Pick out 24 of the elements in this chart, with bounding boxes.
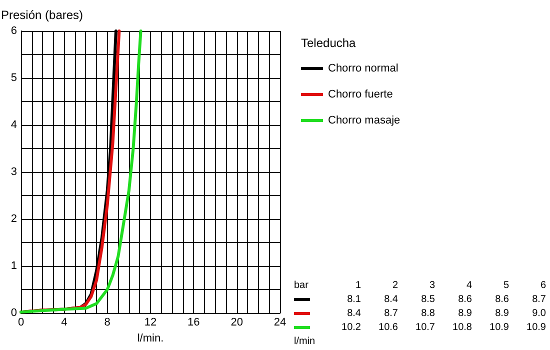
y-axis-title: Presión (bares)	[1, 8, 84, 22]
x-axis-title: l/min.	[137, 332, 164, 344]
y-tick-label: 1	[10, 260, 17, 272]
text: bar 1 2 3 4 5 6	[294, 280, 546, 291]
text: 8.4 8.7 8.8 8.9 8.9 9.0	[347, 308, 546, 319]
text: 10.2 10.6 10.7 10.8 10.9 10.9	[342, 322, 546, 333]
legend-label: Chorro normal	[328, 62, 398, 74]
legend-label: Chorro masaje	[328, 114, 400, 126]
text: l/min	[294, 336, 316, 349]
y-tick-label: 5	[10, 72, 17, 84]
y-tick-label: 6	[10, 25, 17, 37]
x-tick-label: 16	[188, 316, 200, 328]
y-tick-label: 4	[10, 119, 17, 131]
legend-label: Chorro fuerte	[328, 88, 393, 100]
y-tick-label: 2	[10, 213, 17, 225]
y-tick-label: 0	[10, 307, 17, 319]
x-tick-label: 8	[104, 316, 110, 328]
x-tick-label: 12	[144, 316, 157, 328]
text: 8.1 8.4 8.5 8.6 8.6 8.7	[347, 294, 546, 305]
x-tick-label: 4	[61, 316, 68, 328]
y-tick-label: 3	[10, 166, 17, 178]
x-tick-label: 24	[274, 316, 286, 328]
x-tick-label: 20	[230, 316, 243, 328]
legend-title: Teleducha	[301, 36, 356, 50]
